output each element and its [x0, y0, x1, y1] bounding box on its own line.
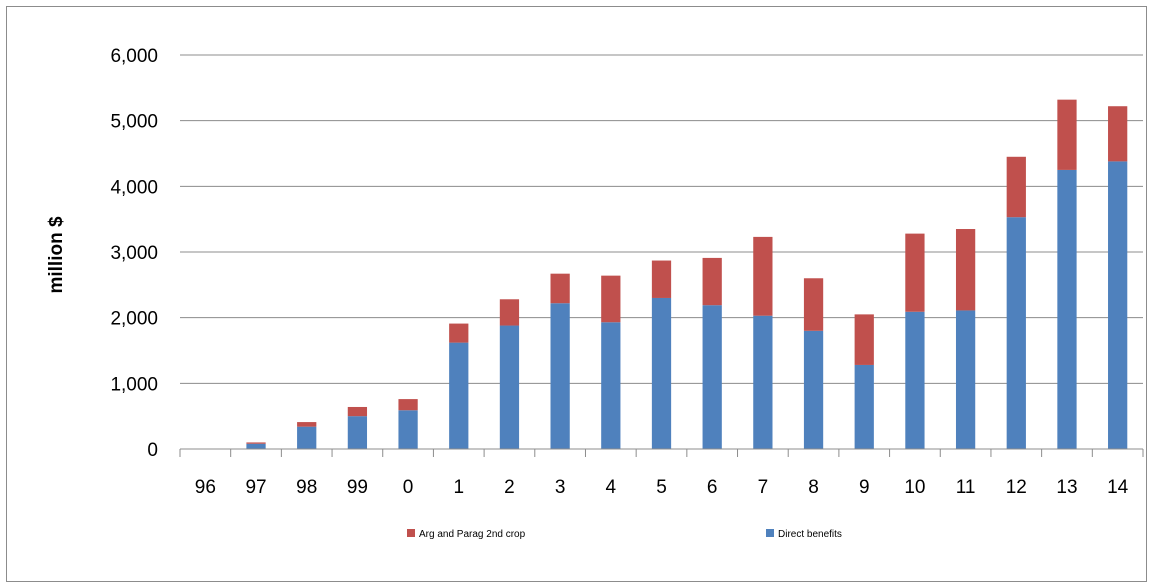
bar-segment-arg-parag [499, 299, 520, 326]
bar-segment-arg-parag [398, 399, 418, 411]
y-tick-label: 3,000 [110, 243, 158, 264]
bar-segment-arg-parag [347, 406, 368, 417]
bar-segment-arg-parag [651, 260, 672, 298]
bar-segment-direct-benefits [753, 315, 773, 449]
bar-segment-arg-parag [1108, 106, 1128, 162]
y-tick-label: 0 [147, 440, 158, 461]
x-tick-label: 99 [347, 477, 368, 498]
legend-label-direct-benefits: Direct benefits [778, 529, 842, 540]
bar-segment-arg-parag [601, 275, 621, 323]
x-tick-label: 0 [403, 477, 414, 498]
bar-segment-direct-benefits [955, 310, 976, 449]
bar-segment-arg-parag [1057, 99, 1077, 170]
bar-segment-arg-parag [297, 422, 317, 427]
bar-segment-direct-benefits [1006, 217, 1026, 449]
x-tick-label: 1 [453, 477, 464, 498]
x-tick-label: 8 [808, 477, 819, 498]
y-tick-labels: 0 1,000 2,000 3,000 4,000 5,000 6,000 [110, 46, 158, 461]
x-tick-label: 3 [555, 477, 566, 498]
x-tick-label: 98 [296, 477, 317, 498]
bar-segment-arg-parag [550, 273, 570, 304]
bar-segment-direct-benefits [347, 416, 368, 449]
legend-label-arg-parag: Arg and Parag 2nd crop [419, 529, 526, 540]
bar-segment-direct-benefits [246, 443, 266, 449]
bar-segment-direct-benefits [854, 364, 874, 449]
x-tick-label: 14 [1107, 477, 1129, 498]
bar-segment-arg-parag [1006, 156, 1026, 218]
y-tick-label: 1,000 [110, 374, 158, 395]
x-tick-label: 10 [904, 477, 925, 498]
bar-segment-direct-benefits [905, 311, 925, 449]
bar-segment-arg-parag [803, 278, 824, 331]
x-tick-label: 12 [1006, 477, 1027, 498]
y-tick-label: 4,000 [110, 177, 158, 198]
y-tick-label: 6,000 [110, 46, 158, 67]
bar-segment-arg-parag [854, 314, 874, 365]
x-tick-labels: 96 97 98 99 0 1 2 3 4 5 6 7 8 9 10 11 12 13 14 [195, 477, 1129, 498]
bar-segment-arg-parag [753, 236, 773, 316]
bar-segment-direct-benefits [601, 322, 621, 449]
legend-swatch-arg-parag [407, 529, 415, 537]
bar-segment-direct-benefits [499, 325, 520, 449]
x-tick-label: 13 [1056, 477, 1077, 498]
bar-segment-direct-benefits [449, 342, 469, 449]
x-tick-label: 7 [758, 477, 769, 498]
bars [246, 99, 1128, 449]
bar-segment-direct-benefits [1057, 169, 1077, 449]
y-axis-title: million $ [46, 216, 67, 294]
bar-segment-arg-parag [246, 442, 266, 444]
bar-segment-direct-benefits [550, 303, 570, 449]
bar-segment-direct-benefits [803, 330, 824, 449]
legend: Arg and Parag 2nd crop Direct benefits [407, 529, 842, 540]
gridlines [180, 54, 1143, 384]
x-tick-label: 2 [504, 477, 515, 498]
bar-segment-direct-benefits [398, 410, 418, 449]
x-tick-label: 6 [707, 477, 718, 498]
bar-segment-direct-benefits [702, 305, 722, 449]
x-tick-label: 5 [656, 477, 667, 498]
x-tick-label: 11 [956, 477, 976, 498]
bar-segment-arg-parag [702, 257, 722, 306]
bar-segment-arg-parag [449, 323, 469, 343]
bar-segment-direct-benefits [651, 297, 672, 449]
axes [179, 448, 1144, 457]
y-tick-label: 5,000 [110, 112, 158, 133]
x-tick-label: 97 [245, 477, 266, 498]
x-tick-label: 96 [195, 477, 216, 498]
y-tick-label: 2,000 [110, 309, 158, 330]
bar-segment-arg-parag [905, 233, 925, 312]
x-tick-label: 9 [859, 477, 870, 498]
bar-segment-direct-benefits [297, 426, 317, 449]
bar-segment-direct-benefits [1108, 161, 1128, 449]
legend-swatch-direct-benefits [766, 529, 774, 537]
x-tick-label: 4 [606, 477, 617, 498]
bar-segment-arg-parag [955, 229, 976, 311]
